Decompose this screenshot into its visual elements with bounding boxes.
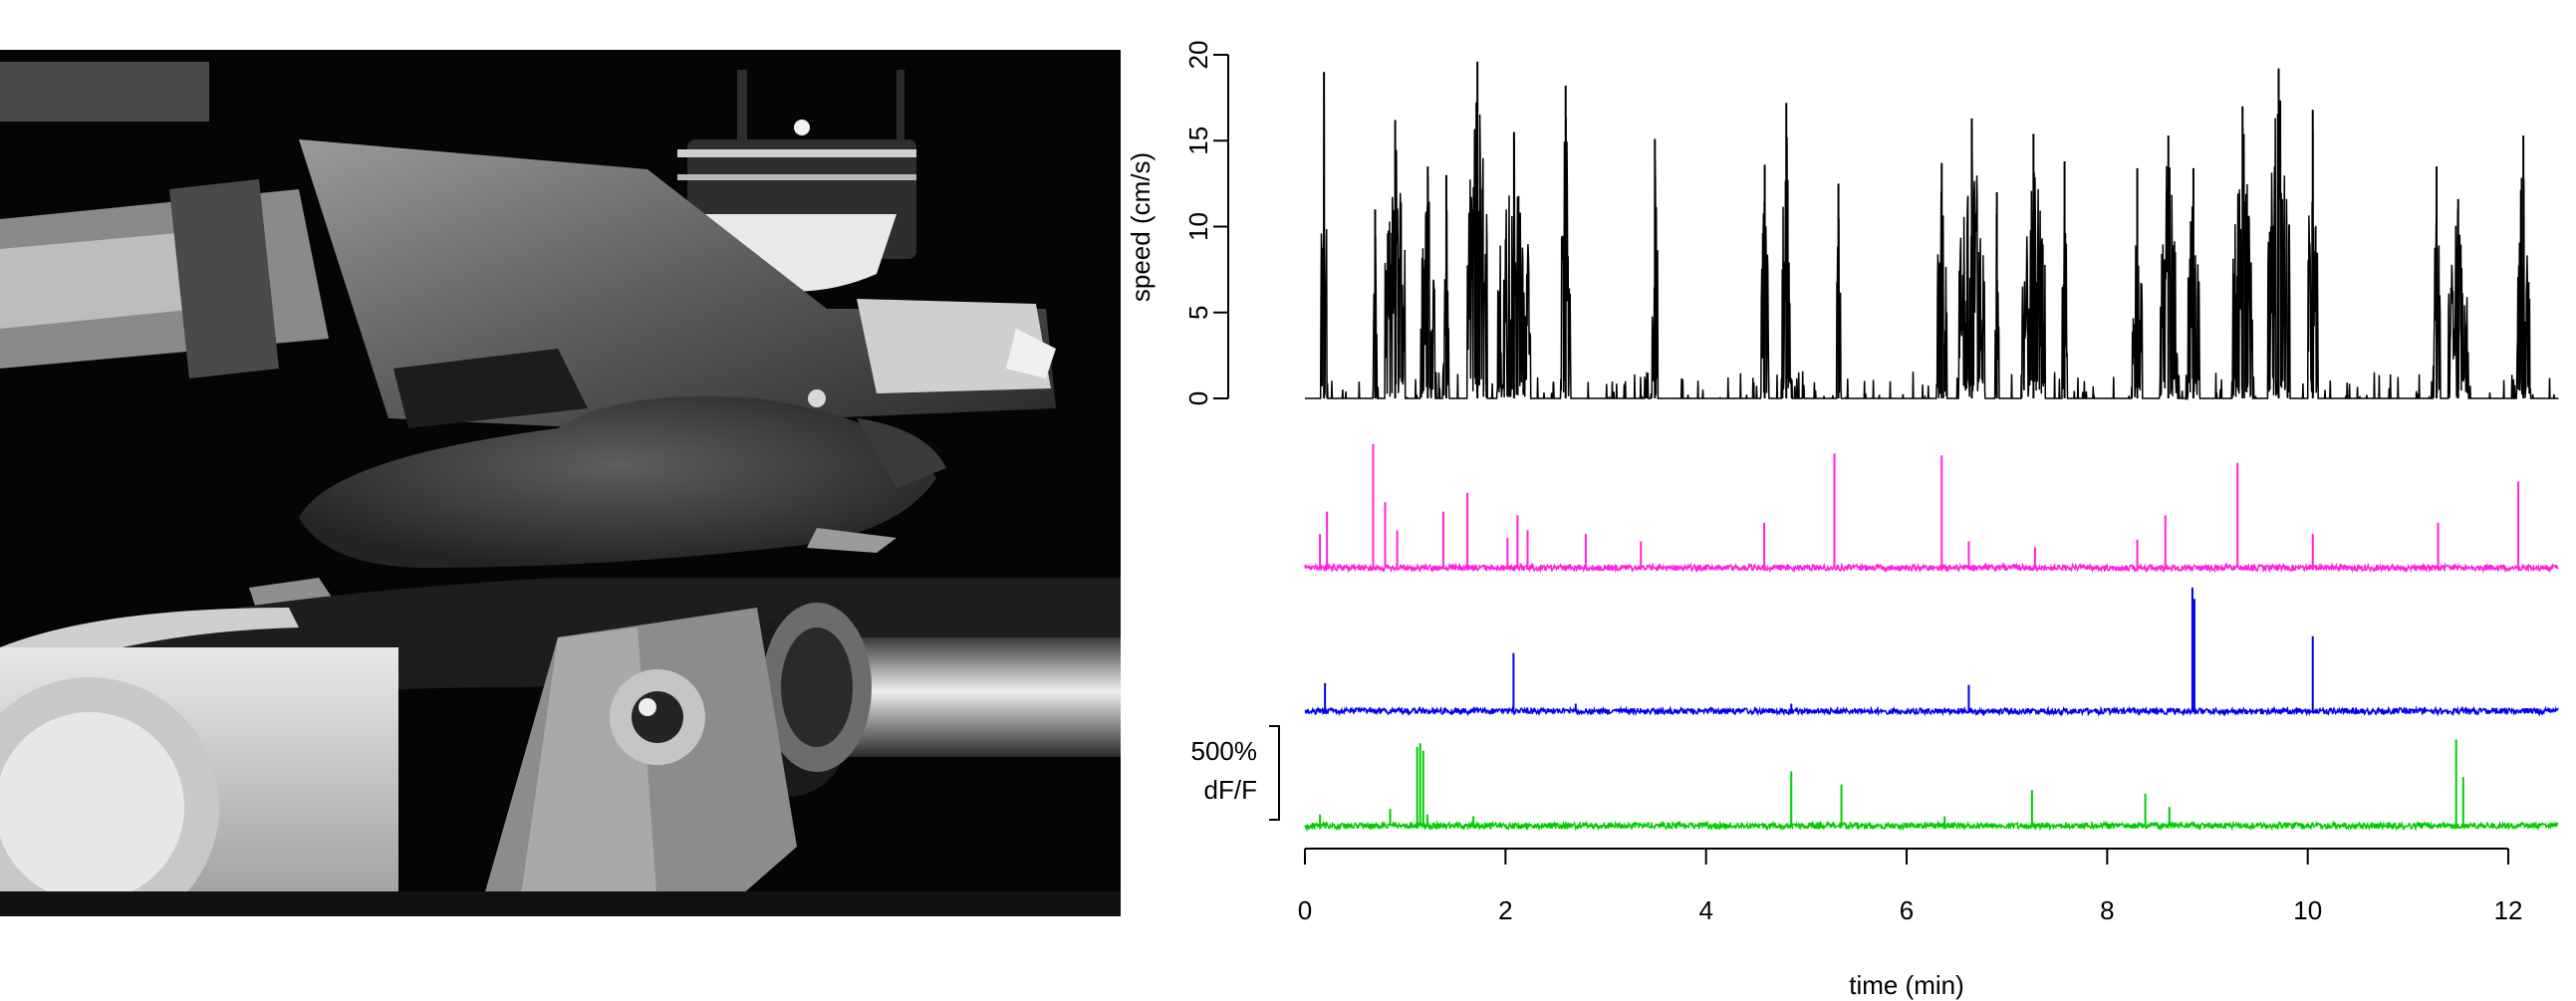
dff-series-1 bbox=[1304, 443, 2559, 574]
dff-noise-line bbox=[1304, 562, 2559, 574]
time-x-tick-label: 6 bbox=[1900, 895, 1914, 925]
dff-traces bbox=[1304, 443, 2559, 832]
time-x-tick-label: 10 bbox=[2293, 895, 2322, 925]
time-x-axis-label: time (min) bbox=[1849, 970, 1964, 1000]
time-x-tick-label: 0 bbox=[1298, 895, 1312, 925]
speed-y-tick-label: 5 bbox=[1183, 306, 1213, 320]
dff-scale-bar: 500% dF/F bbox=[1191, 725, 1280, 821]
time-x-tick-label: 4 bbox=[1698, 895, 1712, 925]
treadmill-mouse-photo bbox=[0, 50, 1121, 916]
speed-y-tick-label: 0 bbox=[1183, 391, 1213, 405]
speed-y-tick-label: 20 bbox=[1183, 41, 1213, 70]
scale-bar-label-value: 500% bbox=[1191, 736, 1258, 766]
speed-y-axis: 0 5 10 15 20 bbox=[1183, 41, 1229, 405]
dff-series-3 bbox=[1304, 739, 2559, 832]
time-x-tick-label: 2 bbox=[1498, 895, 1512, 925]
time-x-axis: 0 2 4 6 8 10 12 bbox=[1298, 848, 2523, 925]
dff-series-2 bbox=[1304, 587, 2559, 717]
dff-noise-line bbox=[1304, 705, 2559, 717]
time-x-tick-label: 8 bbox=[2100, 895, 2114, 925]
speed-line bbox=[1305, 95, 2559, 401]
speed-y-axis-label: speed (cm/s) bbox=[1126, 152, 1156, 302]
time-x-tick-label: 12 bbox=[2494, 895, 2523, 925]
speed-y-tick-label: 15 bbox=[1183, 126, 1213, 155]
scale-bar-label-unit: dF/F bbox=[1204, 775, 1257, 805]
dff-noise-line bbox=[1304, 820, 2559, 832]
speed-y-tick-label: 10 bbox=[1183, 212, 1213, 241]
speed-trace bbox=[1305, 61, 2559, 401]
scale-bar-bracket bbox=[1269, 725, 1280, 821]
